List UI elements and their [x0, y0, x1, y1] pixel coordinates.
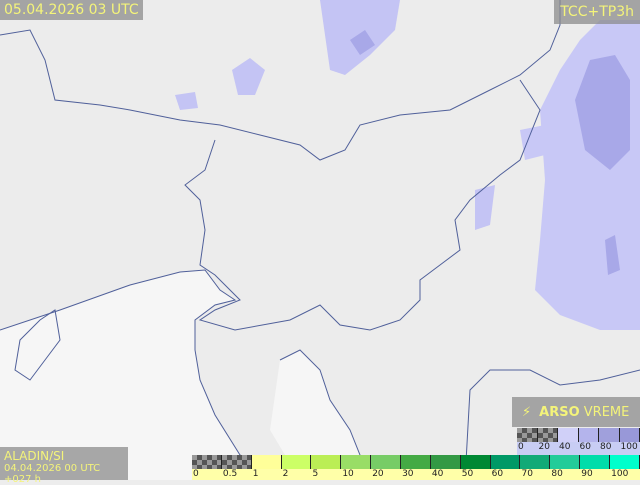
cloud-legend-labels: 0 20 40 60 80 100 [517, 442, 640, 455]
legend-swatch [401, 455, 431, 469]
legend-swatch [311, 455, 341, 469]
legend-label: 5 [312, 469, 318, 479]
legend-label: 50 [462, 469, 473, 479]
satellite-dish-icon: ⚡ [522, 405, 531, 420]
legend-label: 60 [492, 469, 503, 479]
legend-swatch [550, 455, 580, 469]
legend-label: 0 [193, 469, 199, 479]
legend-swatch [520, 455, 550, 469]
legend-swatch [192, 455, 222, 469]
legend-label: 40 [559, 442, 570, 452]
legend-label: 0.5 [223, 469, 237, 479]
legend-label: 0 [518, 442, 524, 452]
arso-logo: ⚡ ARSO VREME [512, 397, 640, 427]
product-label: TCC+TP3h [554, 0, 640, 24]
legend-swatch [461, 455, 491, 469]
legend-swatch [599, 428, 620, 442]
legend-label: 100 [621, 442, 638, 452]
legend-swatch [282, 455, 312, 469]
legend-swatch [610, 455, 640, 469]
cloud-cover-legend [517, 428, 640, 442]
legend-swatch [558, 428, 579, 442]
legend-label: 30 [402, 469, 413, 479]
model-run: 04.04.2026 00 UTC +027 h [4, 463, 124, 485]
legend-swatch [620, 428, 640, 442]
model-name: ALADIN/SI [4, 449, 124, 463]
forecast-datetime: 05.04.2026 03 UTC [0, 0, 143, 20]
legend-swatch [579, 428, 600, 442]
brand-bold: ARSO [539, 405, 580, 420]
precip-legend-labels: 0 0.5 1 2 5 10 20 30 40 50 60 70 80 90 100 [192, 469, 640, 480]
legend-label: 10 [342, 469, 353, 479]
legend-swatch [371, 455, 401, 469]
legend-label: 20 [539, 442, 550, 452]
model-info: ALADIN/SI 04.04.2026 00 UTC +027 h [0, 447, 128, 480]
legend-swatch [222, 455, 252, 469]
brand-light: VREME [584, 405, 630, 420]
legend-swatch [538, 428, 559, 442]
legend-swatch [431, 455, 461, 469]
legend-swatch [252, 455, 282, 469]
legend-label: 80 [551, 469, 562, 479]
legend-label: 60 [580, 442, 591, 452]
legend-label: 40 [432, 469, 443, 479]
legend-swatch [517, 428, 538, 442]
legend-swatch [491, 455, 521, 469]
precipitation-legend [192, 455, 640, 469]
legend-label: 80 [600, 442, 611, 452]
legend-label: 100 [611, 469, 628, 479]
legend-label: 90 [581, 469, 592, 479]
legend-swatch [341, 455, 371, 469]
legend-swatch [580, 455, 610, 469]
legend-label: 2 [283, 469, 289, 479]
legend-label: 1 [253, 469, 259, 479]
legend-label: 70 [522, 469, 533, 479]
legend-label: 20 [372, 469, 383, 479]
